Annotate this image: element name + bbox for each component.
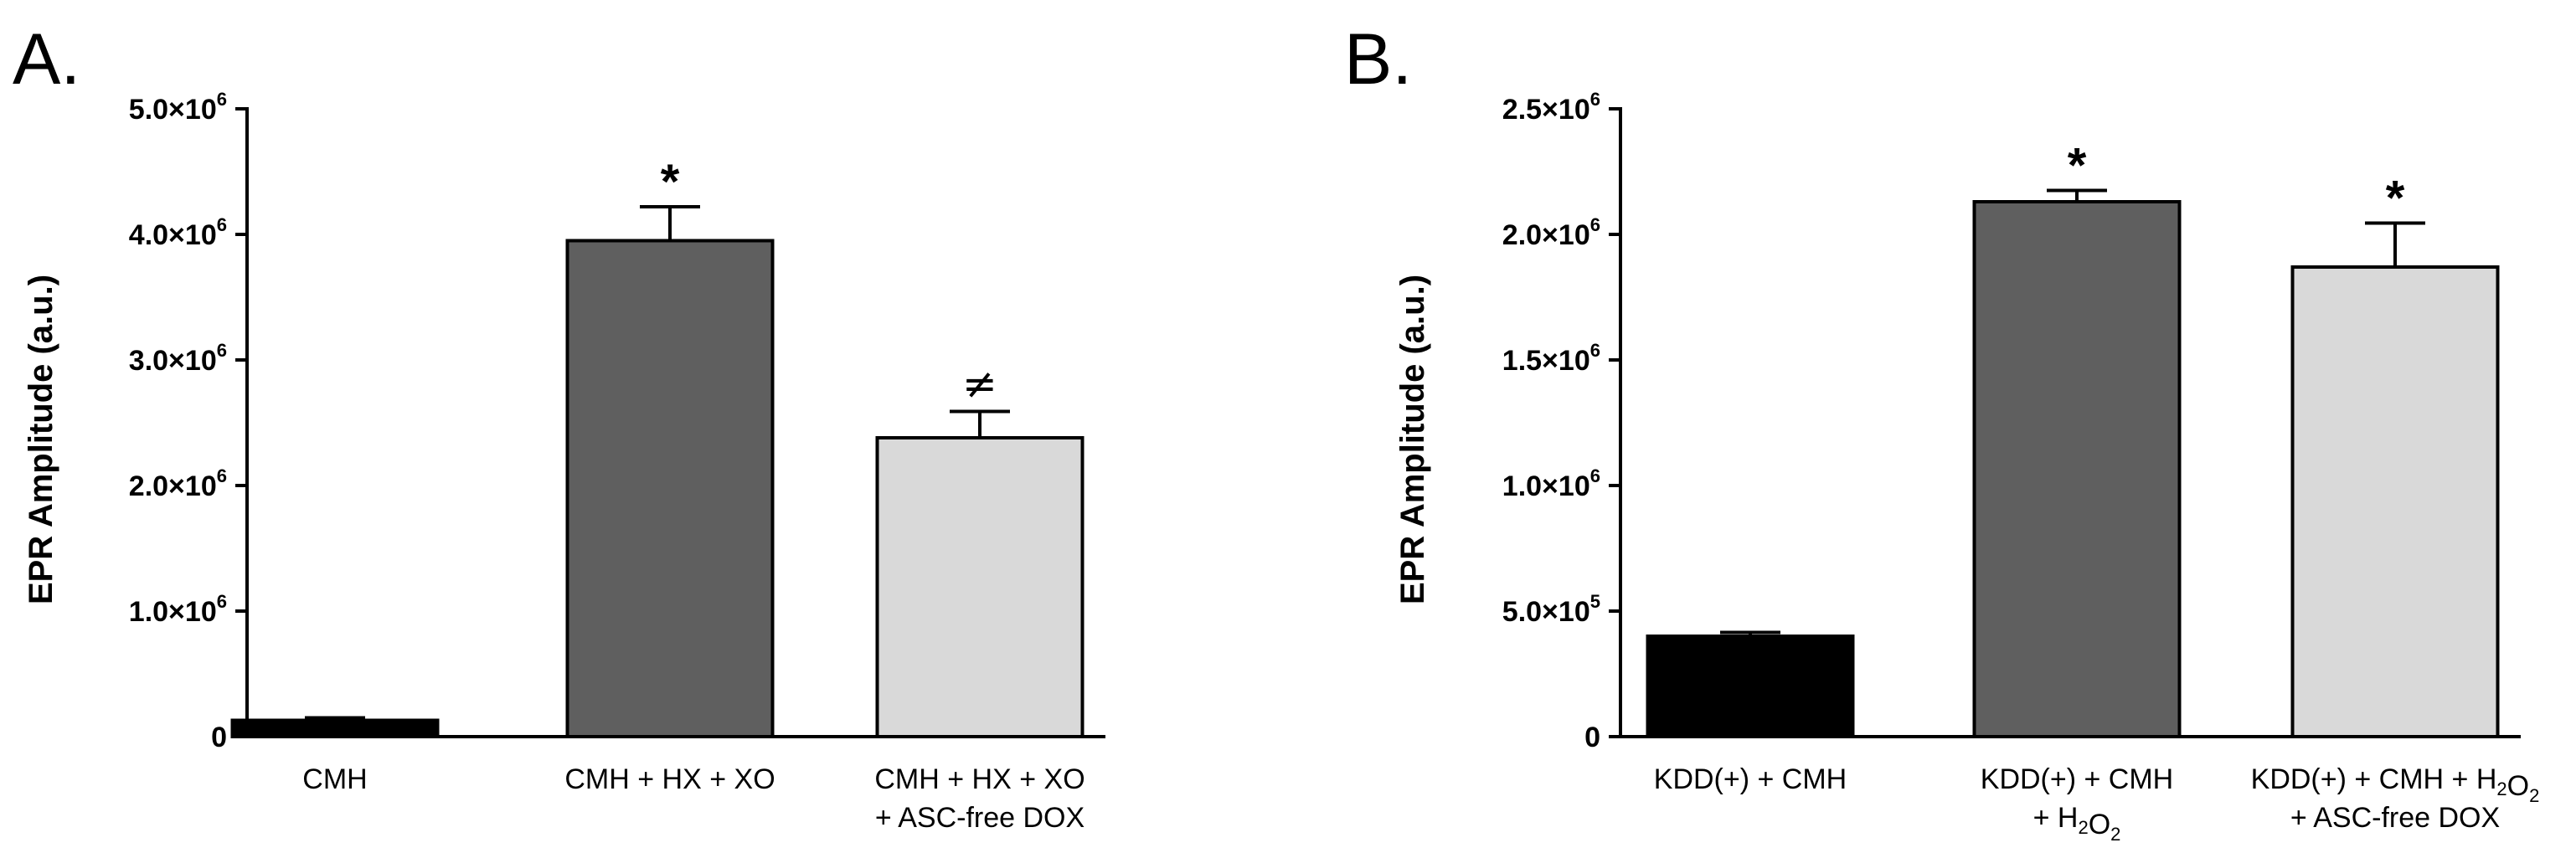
significance-marker: * (2068, 139, 2087, 193)
significance-marker: ≠ (962, 360, 997, 409)
bar (875, 436, 1084, 738)
y-tick-label: 1.0×106 (1502, 465, 1600, 502)
y-tick-label: 4.0×106 (129, 214, 227, 251)
x-category-label: + H2O2 (2033, 802, 2121, 845)
bar (1646, 635, 1855, 738)
x-category-label: KDD(+) + CMH (1981, 763, 2173, 795)
y-tick-label: 2.5×106 (1502, 89, 1600, 126)
y-axis-label: EPR Amplitude (a.u.) (1394, 275, 1431, 604)
panel-label: A. (13, 19, 80, 100)
chart-panel-2: B. 0 5.0×105 1.0×106 1.5×106 2.0×106 2.5×106 EP… (1344, 19, 2539, 845)
significance-marker: * (661, 155, 680, 209)
x-category-label: CMH (302, 763, 367, 795)
bar (1972, 200, 2182, 738)
y-tick-label: 2.0×106 (1502, 214, 1600, 251)
x-category-label: + ASC-free DOX (2290, 802, 2500, 834)
y-tick-label: 0 (1584, 722, 1600, 753)
x-category-label: CMH + HX + XO (874, 763, 1084, 795)
y-tick-label: 5.0×106 (129, 89, 227, 126)
y-axis-label: EPR Amplitude (a.u.) (23, 275, 59, 604)
significance-marker: * (2386, 172, 2405, 226)
bar (2290, 265, 2500, 738)
x-category-label: CMH + HX + XO (564, 763, 775, 795)
y-tick-label: 2.0×106 (129, 465, 227, 502)
x-category-label: KDD(+) + CMH + H2O2 (2251, 763, 2540, 806)
y-tick-label: 1.5×106 (1502, 340, 1600, 377)
chart-panel-1: A. 0 1.0×106 2.0×106 3.0×106 4.0×106 5.0×106 EP… (13, 19, 1105, 834)
y-tick-label: 3.0×106 (129, 340, 227, 377)
y-tick-label: 5.0×105 (1502, 591, 1600, 628)
panel-label: B. (1344, 19, 1412, 100)
x-category-label: + ASC-free DOX (875, 802, 1084, 834)
bar (565, 239, 775, 738)
y-tick-label: 1.0×106 (129, 591, 227, 628)
x-category-label: KDD(+) + CMH (1654, 763, 1847, 795)
bar (230, 718, 440, 738)
y-tick-label: 0 (211, 722, 227, 753)
